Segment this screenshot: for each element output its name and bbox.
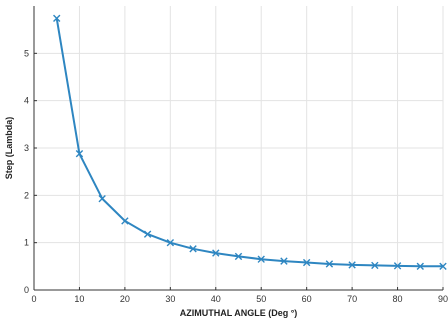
data-point-marker (393, 262, 402, 270)
x-tick-label: 70 (347, 294, 357, 304)
tick-labels: 0 10 20 30 40 50 60 70 80 90 0 1 2 3 4 5 (24, 48, 448, 304)
y-tick-label: 1 (24, 238, 29, 248)
y-tick-label: 5 (24, 48, 29, 58)
y-tick-label: 3 (24, 143, 29, 153)
data-point-marker (75, 149, 84, 158)
data-point-marker (166, 238, 175, 247)
x-tick-label: 60 (302, 294, 312, 304)
x-tick-label: 0 (31, 294, 36, 304)
data-point-marker (416, 262, 424, 271)
y-axis-title: Step (Lambda) (4, 117, 14, 180)
x-tick-label: 80 (393, 294, 403, 304)
y-tick-label: 0 (24, 285, 29, 295)
data-point-marker (325, 260, 334, 268)
x-tick-label: 90 (438, 294, 448, 304)
data-point-marker (439, 262, 447, 271)
data-point-marker (348, 261, 356, 269)
grid (34, 6, 444, 290)
data-point-marker (189, 245, 197, 253)
series-line (55, 18, 443, 268)
y-tick-label: 4 (24, 96, 29, 106)
x-tick-label: 40 (211, 294, 221, 304)
y-tick-label: 2 (24, 190, 29, 200)
data-point-marker (98, 194, 106, 203)
x-tick-label: 30 (165, 294, 175, 304)
data-point-marker (212, 249, 220, 257)
x-tick-label: 10 (74, 294, 84, 304)
data-point-marker (371, 261, 379, 270)
data-point-marker (280, 257, 288, 265)
data-point-marker (121, 217, 129, 225)
data-point-marker (302, 258, 311, 267)
series (53, 14, 447, 271)
x-tick-label: 20 (120, 294, 130, 304)
x-axis-title: AZIMUTHAL ANGLE (Deg °) (180, 308, 298, 318)
data-point-marker (257, 255, 265, 263)
data-point-marker (143, 230, 152, 238)
x-tick-label: 50 (256, 294, 266, 304)
data-point-marker (53, 14, 61, 23)
data-point-marker (234, 252, 243, 261)
